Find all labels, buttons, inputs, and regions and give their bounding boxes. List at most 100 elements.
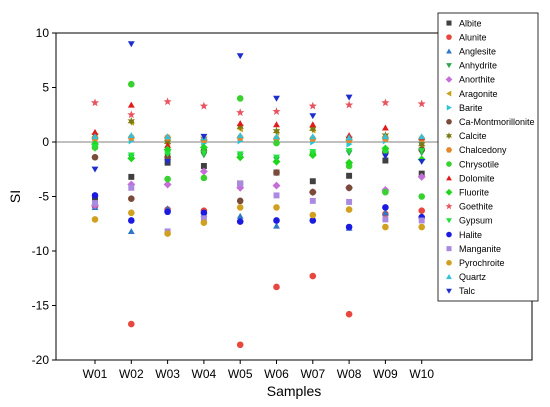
legend-label-anglesite: Anglesite [459,46,496,56]
legend: Albite Alunite Anglesite Anhydrite Anorthite… [437,12,539,302]
legend-item-gypsum: Gypsum [446,216,493,226]
legend-label-chalcedony: Chalcedony [459,145,507,155]
data-point-calcite-w05 [236,122,244,132]
legend-item-calcite: Calcite [445,131,487,141]
legend-label-aragonite: Aragonite [459,89,498,99]
legend-marker-fluorite [445,188,453,196]
data-point-goethite-w01 [90,98,100,107]
series-pyrochroite [91,204,426,237]
data-point-gypsum-w10 [418,148,426,155]
data-point-goethite-w02 [127,110,136,119]
x-tick-label-w02: W02 [119,367,144,381]
x-tick-label-w01: W01 [83,367,108,381]
data-point-anorthite-w06 [272,181,281,190]
data-point-goethite-w07 [308,101,317,110]
legend-marker-pyrochroite [446,259,452,266]
data-point-chrysotile-w02 [128,80,135,88]
data-point-halite-w09 [382,204,389,211]
legend-marker-aragonite [446,90,452,97]
plot-area [56,41,532,349]
data-point-manganite-w02 [128,184,135,191]
legend-marker-alunite [446,34,452,40]
data-point-ca-montmorillonite-w07 [309,188,317,196]
legend-marker-chalcedony [445,147,453,153]
data-point-chrysotile-w09 [382,188,389,196]
data-point-manganite-w06 [273,192,280,199]
data-point-talc-w07 [309,113,317,120]
data-point-quartz-w06 [273,133,280,140]
data-point-talc-w06 [273,95,280,102]
data-point-manganite-w01 [92,200,98,207]
data-point-quartz-w07 [309,133,317,140]
series-gypsum [91,143,426,161]
data-point-ca-montmorillonite-w08 [345,184,353,192]
data-point-chrysotile-w10 [418,193,426,200]
data-point-dolomite-w07 [309,121,317,128]
data-point-albite-w08 [346,172,353,179]
data-point-manganite-w10 [418,217,425,224]
data-point-gypsum-w07 [309,149,317,156]
data-point-pyrochroite-w02 [128,209,135,217]
data-point-anglesite-w05 [236,212,244,219]
x-axis-title: Samples [267,383,321,399]
legend-item-anhydrite: Anhydrite [446,61,497,71]
legend-item-anorthite: Anorthite [445,75,495,85]
x-tick-label-w05: W05 [228,367,253,381]
data-point-anorthite-w02 [127,180,136,189]
data-point-albite-w02 [128,173,135,180]
data-point-pyrochroite-w09 [382,223,389,231]
legend-marker-dolomite [446,175,452,181]
data-point-quartz-w09 [381,133,389,140]
series-goethite [90,97,426,119]
data-point-pyrochroite-w03 [164,230,171,237]
legend-label-ca-montmorillonite: Ca-Montmorillonite [459,117,535,127]
data-point-quartz-w08 [345,134,353,141]
y-tick-label: -15 [32,299,50,313]
legend-marker-ca-montmorillonite [446,118,452,125]
legend-marker-goethite [445,202,453,210]
legend-label-chrysotile: Chrysotile [459,159,499,169]
data-point-calcite-w07 [309,124,317,134]
data-point-calcite-w06 [272,126,281,136]
legend-item-barite: Barite [446,103,483,113]
data-point-goethite-w06 [272,107,281,115]
x-tick-label-w06: W06 [264,367,289,381]
data-point-talc-w09 [381,153,389,160]
data-point-manganite-w07 [309,197,316,204]
data-point-manganite-w05 [237,180,244,187]
data-point-albite-w04 [200,163,207,169]
legend-item-chalcedony: Chalcedony [445,145,507,155]
data-point-albite-w09 [382,157,389,164]
data-point-pyrochroite-w01 [91,216,99,223]
data-point-calcite-w02 [127,117,136,126]
data-point-halite-w04 [200,209,208,217]
legend-marker-calcite [445,132,453,140]
data-point-anglesite-w06 [273,222,280,229]
legend-item-aragonite: Aragonite [446,89,498,99]
legend-marker-anorthite [445,76,453,83]
data-point-talc-w01 [91,166,99,173]
legend-marker-albite [446,20,452,26]
data-point-dolomite-w02 [127,101,135,108]
data-point-halite-w05 [236,218,244,225]
data-point-albite-w07 [309,178,316,185]
data-point-alunite-w02 [128,320,135,328]
data-point-anglesite-w09 [381,209,389,216]
data-point-gypsum-w02 [127,152,135,159]
data-point-goethite-w08 [345,100,354,109]
data-point-pyrochroite-w06 [273,204,280,211]
legend-label-gypsum: Gypsum [459,216,493,226]
x-tick-label-w08: W08 [337,367,362,381]
data-point-gypsum-w03 [164,151,172,158]
data-point-goethite-w04 [199,101,208,110]
y-tick-label: 0 [42,135,49,149]
data-point-quartz-w03 [164,133,172,140]
y-tick-label: -5 [38,190,49,204]
data-point-chrysotile-w06 [273,139,280,147]
data-point-pyrochroite-w08 [345,206,353,213]
data-point-talc-w03 [164,158,172,165]
data-point-halite-w07 [309,217,317,224]
data-point-quartz-w10 [418,133,426,140]
legend-marker-manganite [446,246,452,252]
